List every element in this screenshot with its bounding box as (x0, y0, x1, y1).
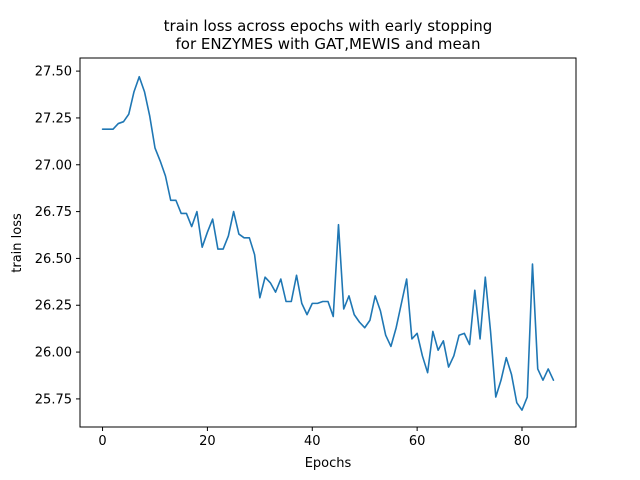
x-tick-label: 60 (409, 434, 426, 449)
axes-frame (79, 57, 577, 428)
y-tick-label: 27.00 (35, 158, 72, 173)
plot-area: 0 20 40 60 80 25.75 26.00 26.25 26.50 26.75 27.00… (35, 57, 577, 449)
y-tick-label: 25.75 (35, 392, 72, 407)
y-tick-label: 27.50 (35, 65, 72, 80)
x-tick-label: 80 (514, 434, 531, 449)
x-tick-label: 20 (199, 434, 216, 449)
y-tick-label: 26.25 (35, 299, 72, 314)
x-tick-label: 40 (304, 434, 321, 449)
x-axis-ticks: 0 20 40 60 80 (98, 427, 530, 449)
y-axis-label: train loss (10, 213, 25, 273)
train-loss-line (101, 75, 555, 411)
y-axis-ticks: 25.75 26.00 26.25 26.50 26.75 27.00 27.25 27.50 (35, 65, 80, 407)
x-tick-label: 0 (98, 434, 106, 449)
chart-title-line-1: train loss across epochs with early stop… (164, 17, 493, 35)
x-axis-label: Epochs (305, 456, 352, 471)
y-tick-label: 26.75 (35, 205, 72, 220)
y-tick-label: 26.00 (35, 346, 72, 361)
y-tick-label: 26.50 (35, 252, 72, 267)
y-tick-label: 27.25 (35, 111, 72, 126)
chart-title-line-2: for ENZYMES with GAT,MEWIS and mean (176, 35, 481, 53)
